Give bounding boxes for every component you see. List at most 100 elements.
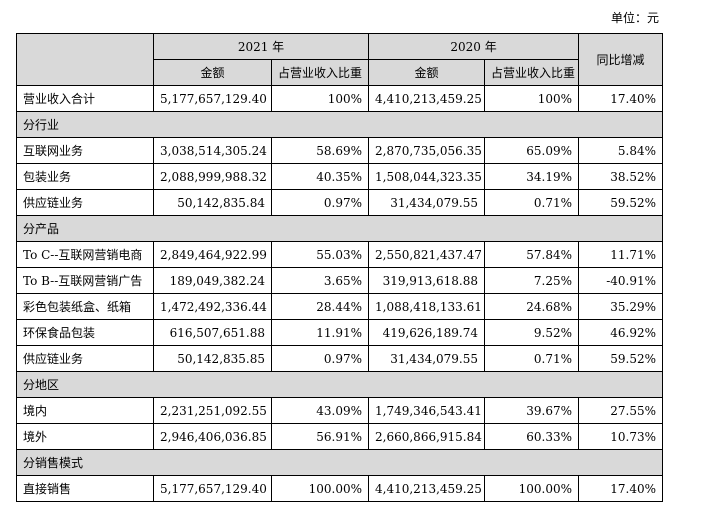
header-ratio-2020: 占营业收入比重 <box>484 59 580 86</box>
amount-2021-cell: 2,946,406,036.85 <box>153 423 272 450</box>
yoy-cell: -40.91% <box>578 267 664 294</box>
amount-2020-cell: 1,749,346,543.41 <box>368 397 486 424</box>
amount-2020-cell: 1,508,044,323.35 <box>368 163 486 190</box>
ratio-2021-cell: 40.35% <box>270 163 370 190</box>
header-row-years: 2021 年 2020 年 同比增减 <box>16 33 664 86</box>
amount-2021-cell: 2,231,251,092.55 <box>153 397 272 424</box>
ratio-2020-cell: 9.52% <box>484 319 580 346</box>
amount-2020-cell: 2,870,735,056.35 <box>368 137 486 164</box>
amount-2020-cell: 419,626,189.74 <box>368 319 486 346</box>
ratio-2020-cell: 65.09% <box>484 137 580 164</box>
yoy-cell: 59.52% <box>578 189 664 216</box>
amount-2021-cell: 50,142,835.85 <box>153 345 272 372</box>
ratio-2021-cell: 56.91% <box>270 423 370 450</box>
ratio-2021-cell: 28.44% <box>270 293 370 320</box>
ratio-2020-cell: 0.71% <box>484 345 580 372</box>
amount-2021-cell: 189,049,382.24 <box>153 267 272 294</box>
ratio-2021-cell: 0.97% <box>270 345 370 372</box>
ratio-2020-cell: 24.68% <box>484 293 580 320</box>
section-row: 分产品 <box>15 215 664 242</box>
yoy-cell: 5.84% <box>578 137 664 164</box>
amount-2020-cell: 31,434,079.55 <box>368 189 486 216</box>
row-label: 供应链业务 <box>16 189 154 216</box>
section-label: 分地区 <box>15 371 664 398</box>
section-label: 分销售模式 <box>15 449 664 476</box>
table-row: To C--互联网营销电商 2,849,464,922.99 55.03% 2,550… <box>16 241 664 268</box>
ratio-2020-cell: 39.67% <box>484 397 580 424</box>
yoy-cell: 17.40% <box>578 475 664 502</box>
row-label: To C--互联网营销电商 <box>16 241 154 268</box>
section-row: 分销售模式 <box>15 449 664 476</box>
ratio-2021-cell: 11.91% <box>270 319 370 346</box>
header-year-2020: 2020 年 <box>368 33 580 60</box>
yoy-cell: 38.52% <box>578 163 664 190</box>
amount-2020-cell: 31,434,079.55 <box>368 345 486 372</box>
section-row: 分行业 <box>15 111 664 138</box>
yoy-cell: 27.55% <box>578 397 664 424</box>
unit-label: 单位：元 <box>610 11 659 25</box>
amount-2020-cell: 2,660,866,915.84 <box>368 423 486 450</box>
section-row: 分地区 <box>15 371 664 398</box>
amount-2020-cell: 4,410,213,459.25 <box>368 475 486 502</box>
yoy-cell: 46.92% <box>578 319 664 346</box>
amount-2020-cell: 319,913,618.88 <box>368 267 486 294</box>
header-row-columns: 金额 占营业收入比重 金额 占营业收入比重 <box>17 59 663 86</box>
header-ratio-2021: 占营业收入比重 <box>270 59 370 86</box>
yoy-cell: 11.71% <box>578 241 664 268</box>
ratio-2021-cell: 100.00% <box>270 475 370 502</box>
amount-2021-cell: 50,142,835.84 <box>153 189 272 216</box>
amount-2020-cell: 2,550,821,437.47 <box>368 241 486 268</box>
header-amount-2020: 金额 <box>368 59 486 86</box>
row-label: 包装业务 <box>16 163 154 190</box>
amount-2021-cell: 2,849,464,922.99 <box>153 241 272 268</box>
row-label: 供应链业务 <box>16 345 154 372</box>
table-row: To B--互联网营销广告 189,049,382.24 3.65% 319,913,… <box>16 267 664 294</box>
table-row: 直接销售 5,177,657,129.40 100.00% 4,410,213,459… <box>16 475 664 502</box>
row-label: 直接销售 <box>16 475 154 502</box>
section-label: 分产品 <box>15 215 664 242</box>
table-body: 2021 年 2020 年 同比增减 金额 占营业收入比重 金额 占营业收入比重… <box>15 33 664 502</box>
row-label: 境内 <box>16 397 154 424</box>
table-row: 互联网业务 3,038,514,305.24 58.69% 2,870,735,056… <box>16 137 664 164</box>
table-row: 彩色包装纸盒、纸箱 1,472,492,336.44 28.44% 1,088,418… <box>16 293 664 320</box>
yoy-cell: 35.29% <box>578 293 664 320</box>
header-year-2021: 2021 年 <box>152 33 370 60</box>
row-label: 营业收入合计 <box>16 85 154 112</box>
header-amount-2021: 金额 <box>153 59 272 86</box>
row-label: To B--互联网营销广告 <box>16 267 154 294</box>
amount-2021-cell: 2,088,999,988.32 <box>153 163 272 190</box>
ratio-2021-cell: 43.09% <box>270 397 370 424</box>
revenue-table: 2021 年 2020 年 同比增减 金额 占营业收入比重 金额 占营业收入比重… <box>15 33 664 502</box>
yoy-cell: 17.40% <box>578 85 664 112</box>
amount-2021-cell: 1,472,492,336.44 <box>153 293 272 320</box>
ratio-2021-cell: 55.03% <box>270 241 370 268</box>
ratio-2021-cell: 3.65% <box>270 267 370 294</box>
yoy-cell: 10.73% <box>578 423 664 450</box>
amount-2021-cell: 5,177,657,129.40 <box>153 85 272 112</box>
amount-2020-cell: 4,410,213,459.25 <box>368 85 486 112</box>
table-row: 供应链业务 50,142,835.85 0.97% 31,434,079.55 0.71… <box>16 345 664 372</box>
row-label: 境外 <box>16 423 154 450</box>
ratio-2021-cell: 100% <box>270 85 370 112</box>
header-yoy: 同比增减 <box>578 33 664 86</box>
ratio-2020-cell: 100.00% <box>484 475 580 502</box>
section-label: 分行业 <box>15 111 664 138</box>
row-label: 互联网业务 <box>16 137 154 164</box>
ratio-2020-cell: 100% <box>484 85 580 112</box>
ratio-2020-cell: 34.19% <box>484 163 580 190</box>
row-label: 环保食品包装 <box>16 319 154 346</box>
yoy-cell: 59.52% <box>578 345 664 372</box>
header-blank-cell <box>16 33 154 86</box>
amount-2021-cell: 5,177,657,129.40 <box>153 475 272 502</box>
ratio-2020-cell: 60.33% <box>484 423 580 450</box>
ratio-2020-cell: 7.25% <box>484 267 580 294</box>
table-row: 营业收入合计 5,177,657,129.40 100% 4,410,213,459.… <box>16 85 664 112</box>
ratio-2020-cell: 57.84% <box>484 241 580 268</box>
row-label: 彩色包装纸盒、纸箱 <box>16 293 154 320</box>
table-row: 境内 2,231,251,092.55 43.09% 1,749,346,543.41… <box>16 397 664 424</box>
amount-2020-cell: 1,088,418,133.61 <box>368 293 486 320</box>
ratio-2020-cell: 0.71% <box>484 189 580 216</box>
table-row: 境外 2,946,406,036.85 56.91% 2,660,866,915.84… <box>16 423 664 450</box>
amount-2021-cell: 616,507,651.88 <box>153 319 272 346</box>
amount-2021-cell: 3,038,514,305.24 <box>153 137 272 164</box>
